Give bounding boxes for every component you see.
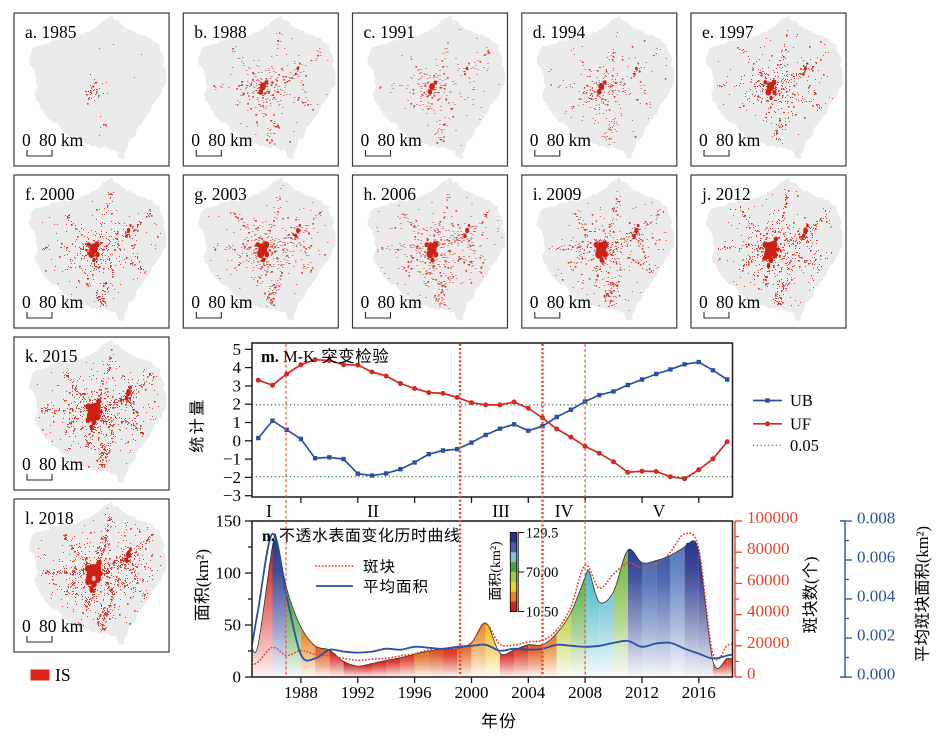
svg-text:e. 1997: e. 1997 [702,22,754,42]
svg-text:): ) [801,557,820,563]
svg-text:2004: 2004 [511,683,546,702]
svg-text:0.004: 0.004 [857,587,896,606]
svg-text:70.00: 70.00 [526,565,559,581]
svg-text:1988: 1988 [284,683,318,702]
svg-text:0: 0 [191,292,200,312]
svg-text:1992: 1992 [341,683,375,702]
svg-text:80 km: 80 km [39,292,84,312]
svg-text:0: 0 [699,292,708,312]
svg-text:0: 0 [530,130,539,150]
svg-text:80 km: 80 km [716,130,761,150]
svg-text:g. 2003: g. 2003 [194,184,247,204]
svg-text:0.008: 0.008 [857,509,895,528]
svg-text:−3: −3 [223,486,241,505]
svg-text:0: 0 [361,292,370,312]
svg-text:50: 50 [224,616,241,635]
svg-text:0: 0 [233,668,242,687]
svg-text:80 km: 80 km [208,130,253,150]
svg-text:3: 3 [233,376,242,395]
svg-text:0: 0 [22,454,31,474]
svg-text:M-K: M-K [283,347,315,366]
svg-text:l. 2018: l. 2018 [25,508,74,528]
svg-text:2: 2 [233,395,242,414]
svg-text:0.006: 0.006 [857,548,895,567]
svg-text:100000: 100000 [747,508,798,527]
svg-text:−1: −1 [223,450,241,469]
svg-text:i. 2009: i. 2009 [533,184,582,204]
svg-text:80 km: 80 km [378,292,423,312]
svg-text:k. 2015: k. 2015 [25,346,78,366]
svg-text:0: 0 [747,664,756,683]
svg-text:0.000: 0.000 [857,665,895,684]
svg-text:IS: IS [55,665,71,685]
svg-text:2000: 2000 [454,683,488,702]
svg-text:UB: UB [790,391,813,410]
svg-text:III: III [492,501,510,521]
svg-text:2016: 2016 [682,683,716,702]
svg-text:V: V [653,501,666,521]
svg-text:IV: IV [555,501,574,521]
svg-text:2008: 2008 [568,683,602,702]
svg-text:60000: 60000 [747,570,790,589]
svg-text:m.: m. [261,347,279,366]
svg-text:0: 0 [530,292,539,312]
svg-text:80000: 80000 [747,539,790,558]
svg-text:f. 2000: f. 2000 [25,184,75,204]
svg-text:0: 0 [191,130,200,150]
svg-text:(km²): (km²) [193,549,212,587]
svg-text:a. 1985: a. 1985 [25,22,77,42]
svg-text:b. 1988: b. 1988 [194,22,247,42]
svg-text:0: 0 [361,130,370,150]
svg-text:d. 1994: d. 1994 [533,22,586,42]
svg-text:n.: n. [262,528,275,545]
svg-text:40000: 40000 [747,602,790,621]
svg-text:2012: 2012 [625,683,659,702]
svg-text:0: 0 [22,616,31,636]
svg-text:0: 0 [699,130,708,150]
svg-text:150: 150 [216,512,242,531]
svg-text:0: 0 [22,130,31,150]
svg-text:I: I [266,501,272,521]
svg-text:j. 2012: j. 2012 [701,184,751,204]
svg-text:80 km: 80 km [39,616,84,636]
svg-text:0.05: 0.05 [790,436,819,455]
svg-text:UF: UF [790,414,811,433]
svg-text:0.002: 0.002 [857,626,895,645]
svg-text:80 km: 80 km [39,130,84,150]
svg-text:20000: 20000 [747,633,790,652]
svg-text:1996: 1996 [398,683,432,702]
svg-text:(km²): (km²) [913,526,932,563]
svg-text:II: II [367,501,379,521]
svg-text:100: 100 [216,564,242,583]
svg-text:c. 1991: c. 1991 [364,22,416,42]
svg-text:80 km: 80 km [39,454,84,474]
svg-text:h. 2006: h. 2006 [364,184,417,204]
svg-text:80 km: 80 km [547,130,592,150]
svg-text:80 km: 80 km [208,292,253,312]
svg-text:(km²): (km²) [489,541,504,573]
svg-text:0: 0 [233,431,242,450]
svg-text:0: 0 [22,292,31,312]
svg-text:80 km: 80 km [378,130,423,150]
svg-text:80 km: 80 km [716,292,761,312]
svg-text:4: 4 [233,358,242,377]
svg-text:(: ( [801,579,820,585]
svg-text:5: 5 [233,340,242,359]
svg-text:−2: −2 [223,468,241,487]
svg-text:1: 1 [233,413,242,432]
svg-text:80 km: 80 km [547,292,592,312]
